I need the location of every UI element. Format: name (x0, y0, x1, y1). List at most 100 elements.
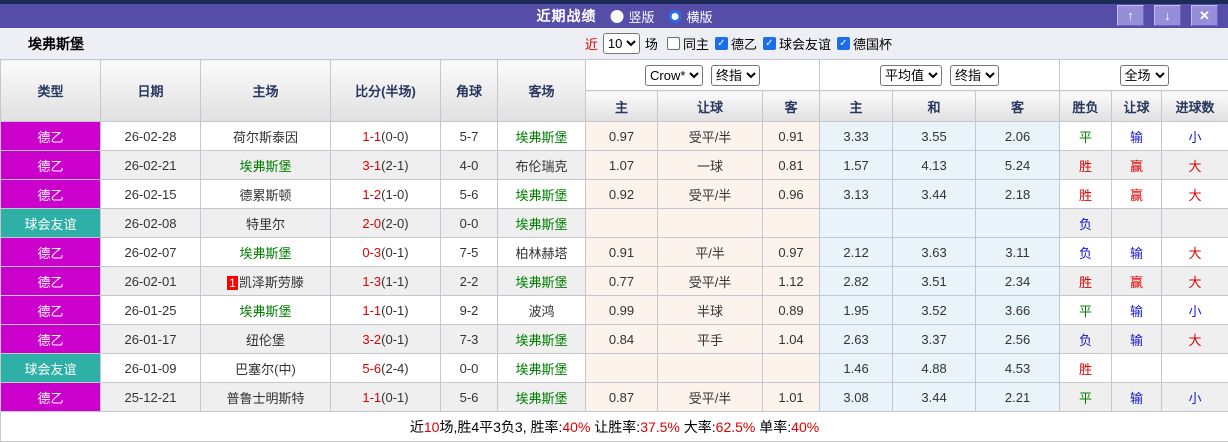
match-score: 3-1(2-1) (331, 151, 441, 180)
corner-score: 5-7 (441, 122, 498, 151)
odds-away: 0.91 (763, 122, 820, 151)
fulltime-score: 1-1 (362, 390, 381, 405)
result-outcome: 胜 (1060, 354, 1112, 383)
result-goals: 小 (1162, 383, 1228, 412)
odds-home: 0.99 (586, 296, 658, 325)
odds-home (586, 354, 658, 383)
result-outcome: 胜 (1060, 180, 1112, 209)
match-date: 26-02-15 (101, 180, 201, 209)
league-filter-德乙[interactable]: ✓德乙 (715, 34, 757, 53)
home-team: 纽伦堡 (201, 325, 331, 354)
odds-handicap: 一球 (658, 151, 763, 180)
avg-home: 3.33 (820, 122, 893, 151)
fulltime-score: 3-2 (362, 332, 381, 347)
close-button[interactable]: ✕ (1191, 5, 1218, 26)
league-filter-同主[interactable]: 同主 (667, 34, 709, 53)
fulltime-score: 2-0 (362, 216, 381, 231)
move-down-button[interactable]: ↓ (1154, 5, 1181, 26)
result-outcome: 胜 (1060, 151, 1112, 180)
league-type-badge: 德乙 (1, 325, 101, 354)
odds-stage-select-1[interactable]: 终指 (711, 65, 760, 86)
home-team: 特里尔 (201, 209, 331, 238)
away-team: 布伦瑞克 (498, 151, 586, 180)
league-type-badge: 球会友谊 (1, 209, 101, 238)
away-team: 埃弗斯堡 (498, 325, 586, 354)
result-goals: 大 (1162, 238, 1228, 267)
summary-text: 近10场,胜4平3负3, 胜率:40% 让胜率:37.5% 大率:62.5% 单… (410, 419, 819, 435)
period-select[interactable]: 全场 (1120, 65, 1169, 86)
corner-score: 5-6 (441, 180, 498, 209)
corner-score: 5-6 (441, 383, 498, 412)
radio-checked-icon[interactable] (669, 10, 682, 23)
up-arrow-icon: ↑ (1127, 8, 1134, 23)
layout-radio-vertical[interactable]: 竖版 (611, 7, 655, 26)
result-handicap: 赢 (1112, 180, 1162, 209)
summary-part: 37.5% (640, 419, 680, 435)
odds-home: 0.87 (586, 383, 658, 412)
result-outcome: 负 (1060, 209, 1112, 238)
radio-unchecked-icon[interactable] (611, 10, 624, 23)
checkbox-checked-icon[interactable]: ✓ (763, 37, 776, 50)
checkbox-unchecked-icon[interactable] (667, 37, 680, 50)
home-team: 埃弗斯堡 (201, 296, 331, 325)
league-filter-label: 同主 (683, 34, 709, 53)
bookmaker-select[interactable]: Crow* (645, 65, 703, 86)
checkbox-checked-icon[interactable]: ✓ (837, 37, 850, 50)
avg-away: 2.34 (976, 267, 1060, 296)
col-header-odds-handicap: 让球 (658, 91, 763, 122)
recent-label: 近 (585, 34, 598, 53)
col-header-type: 类型 (1, 60, 101, 122)
summary-part: 40% (791, 419, 819, 435)
result-goals: 大 (1162, 325, 1228, 354)
odds-away: 1.01 (763, 383, 820, 412)
odds-stage-select-2[interactable]: 终指 (950, 65, 999, 86)
match-date: 26-02-21 (101, 151, 201, 180)
result-handicap (1112, 209, 1162, 238)
checkbox-checked-icon[interactable]: ✓ (715, 37, 728, 50)
corner-score: 0-0 (441, 209, 498, 238)
home-team: 普鲁士明斯特 (201, 383, 331, 412)
odds-handicap: 受平/半 (658, 122, 763, 151)
recent-count-select[interactable]: 10 (603, 33, 640, 54)
away-team: 埃弗斯堡 (498, 180, 586, 209)
avg-away: 5.24 (976, 151, 1060, 180)
match-date: 26-02-28 (101, 122, 201, 151)
summary-part: 62.5% (716, 419, 756, 435)
avg-draw: 3.44 (893, 180, 976, 209)
odds-handicap (658, 209, 763, 238)
average-select[interactable]: 平均值 (880, 65, 942, 86)
avg-away: 2.56 (976, 325, 1060, 354)
avg-draw: 3.55 (893, 122, 976, 151)
match-date: 26-02-07 (101, 238, 201, 267)
result-handicap: 输 (1112, 238, 1162, 267)
rank-badge: 1 (227, 276, 238, 290)
match-score: 0-3(0-1) (331, 238, 441, 267)
result-handicap: 赢 (1112, 267, 1162, 296)
league-filter-德国杯[interactable]: ✓德国杯 (837, 34, 892, 53)
avg-away: 2.06 (976, 122, 1060, 151)
corner-score: 4-0 (441, 151, 498, 180)
league-filter-球会友谊[interactable]: ✓球会友谊 (763, 34, 831, 53)
avg-draw: 4.13 (893, 151, 976, 180)
avg-draw: 3.37 (893, 325, 976, 354)
match-score: 3-2(0-1) (331, 325, 441, 354)
avg-draw: 3.44 (893, 383, 976, 412)
match-score: 5-6(2-4) (331, 354, 441, 383)
layout-radio-horizontal[interactable]: 横版 (669, 7, 713, 26)
period-select-cell: 全场 (1060, 60, 1228, 91)
result-outcome: 胜 (1060, 267, 1112, 296)
summary-part: 让胜率: (590, 419, 640, 435)
league-type-badge: 德乙 (1, 383, 101, 412)
summary-part: 场,胜4平3负3, 胜率: (439, 419, 562, 435)
move-up-button[interactable]: ↑ (1117, 5, 1144, 26)
league-filter-label: 德国杯 (853, 34, 892, 53)
match-score: 1-2(1-0) (331, 180, 441, 209)
avg-away: 3.11 (976, 238, 1060, 267)
match-date: 26-01-09 (101, 354, 201, 383)
match-date: 26-02-08 (101, 209, 201, 238)
league-filter-label: 德乙 (731, 34, 757, 53)
col-header-avg-away: 客 (976, 91, 1060, 122)
average-select-cell: 平均值 终指 (820, 60, 1060, 91)
col-header-odds-home: 主 (586, 91, 658, 122)
